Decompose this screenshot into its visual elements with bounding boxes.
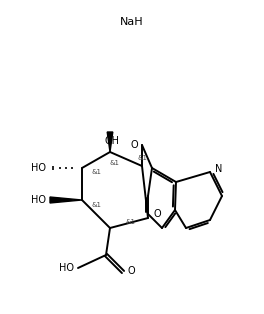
Text: OH: OH xyxy=(105,136,120,146)
Text: &1: &1 xyxy=(91,202,101,208)
Text: &1: &1 xyxy=(125,219,135,225)
Text: HO: HO xyxy=(31,163,46,173)
Text: HO: HO xyxy=(31,195,46,205)
Text: &1: &1 xyxy=(110,160,120,166)
Text: O: O xyxy=(128,266,136,276)
Polygon shape xyxy=(50,197,82,203)
Polygon shape xyxy=(107,132,113,152)
Text: O: O xyxy=(153,209,161,219)
Text: NaH: NaH xyxy=(120,17,144,27)
Text: &1: &1 xyxy=(91,169,101,175)
Text: HO: HO xyxy=(59,263,74,273)
Text: O: O xyxy=(130,140,138,150)
Text: &1: &1 xyxy=(138,155,148,161)
Text: N: N xyxy=(215,164,222,174)
